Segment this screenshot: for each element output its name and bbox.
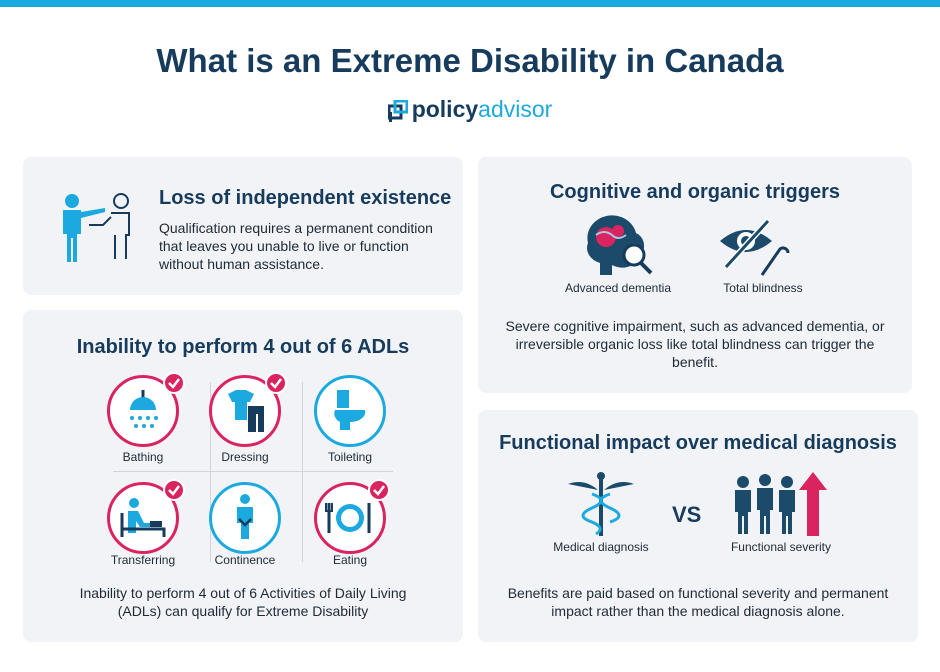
functional-heading: Functional impact over medical diagnosis: [499, 432, 897, 454]
functional-text: Benefits are paid based on functional se…: [507, 585, 889, 619]
independent-heading: Loss of independent existence: [159, 187, 452, 209]
cognitive-heading: Cognitive and organic triggers: [549, 181, 841, 203]
adls-text: Inability to perform 4 out of 6 Activiti…: [79, 585, 407, 619]
adl-transferring-check-icon: [163, 479, 185, 501]
brand-part1: policy: [411, 96, 479, 122]
toilet-icon: [334, 390, 366, 430]
adl-transferring-label: Transferring: [110, 553, 176, 567]
independent-text: Qualification requires a permanent condi…: [159, 220, 433, 272]
medical-diagnosis-label: Medical diagnosis: [553, 540, 649, 554]
adls-card: Inability to perform 4 out of 6 ADLs Bat…: [23, 310, 463, 642]
adl-eating-check-icon: [368, 479, 390, 501]
adl-dressing-label: Dressing: [221, 450, 269, 464]
adl-toileting-label: Toileting: [327, 450, 373, 464]
adl-dressing-check-icon: [265, 372, 287, 394]
assisted-person-icon: [63, 193, 130, 262]
clothes-icon: [228, 390, 264, 432]
top-accent-bar: [0, 0, 940, 7]
adl-grid-vline-2: [302, 382, 303, 562]
adl-continence-label: Continence: [214, 553, 276, 567]
vs-label: VS: [672, 502, 702, 527]
independent-card: Loss of independent existence Qualificat…: [23, 157, 463, 295]
functional-severity-label: Functional severity: [730, 540, 832, 554]
brand-logo: policyadvisor: [0, 96, 940, 123]
adl-grid-hline: [113, 471, 393, 472]
crossed-eye-cane-icon: [720, 218, 790, 276]
adl-bathing-label: Bathing: [122, 450, 164, 464]
people-arrow-up-icon: [735, 472, 827, 536]
adls-heading: Inability to perform 4 out of 6 ADLs: [76, 336, 410, 358]
continence-icon: [237, 494, 253, 539]
cognitive-card: Cognitive and organic triggers Advanced …: [478, 157, 912, 393]
blindness-label: Total blindness: [723, 281, 803, 295]
dementia-label: Advanced dementia: [564, 281, 672, 295]
page-title: What is an Extreme Disability in Canada: [156, 42, 784, 79]
cognitive-text: Severe cognitive impairment, such as adv…: [505, 318, 885, 370]
policyadvisor-logo-icon: [387, 99, 409, 122]
adl-continence-circle: [209, 482, 281, 554]
brain-magnifier-icon: [586, 215, 653, 275]
caduceus-icon: [568, 472, 634, 536]
adl-grid-vline-1: [210, 382, 211, 562]
adl-toileting-circle: [314, 375, 386, 447]
plate-cutlery-icon: [325, 503, 371, 533]
functional-card: Functional impact over medical diagnosis…: [478, 410, 918, 642]
adl-bathing-check-icon: [163, 372, 185, 394]
shower-icon: [130, 390, 158, 428]
adl-eating-label: Eating: [332, 553, 368, 567]
brand-part2: advisor: [478, 96, 553, 122]
bed-transfer-icon: [120, 498, 166, 537]
